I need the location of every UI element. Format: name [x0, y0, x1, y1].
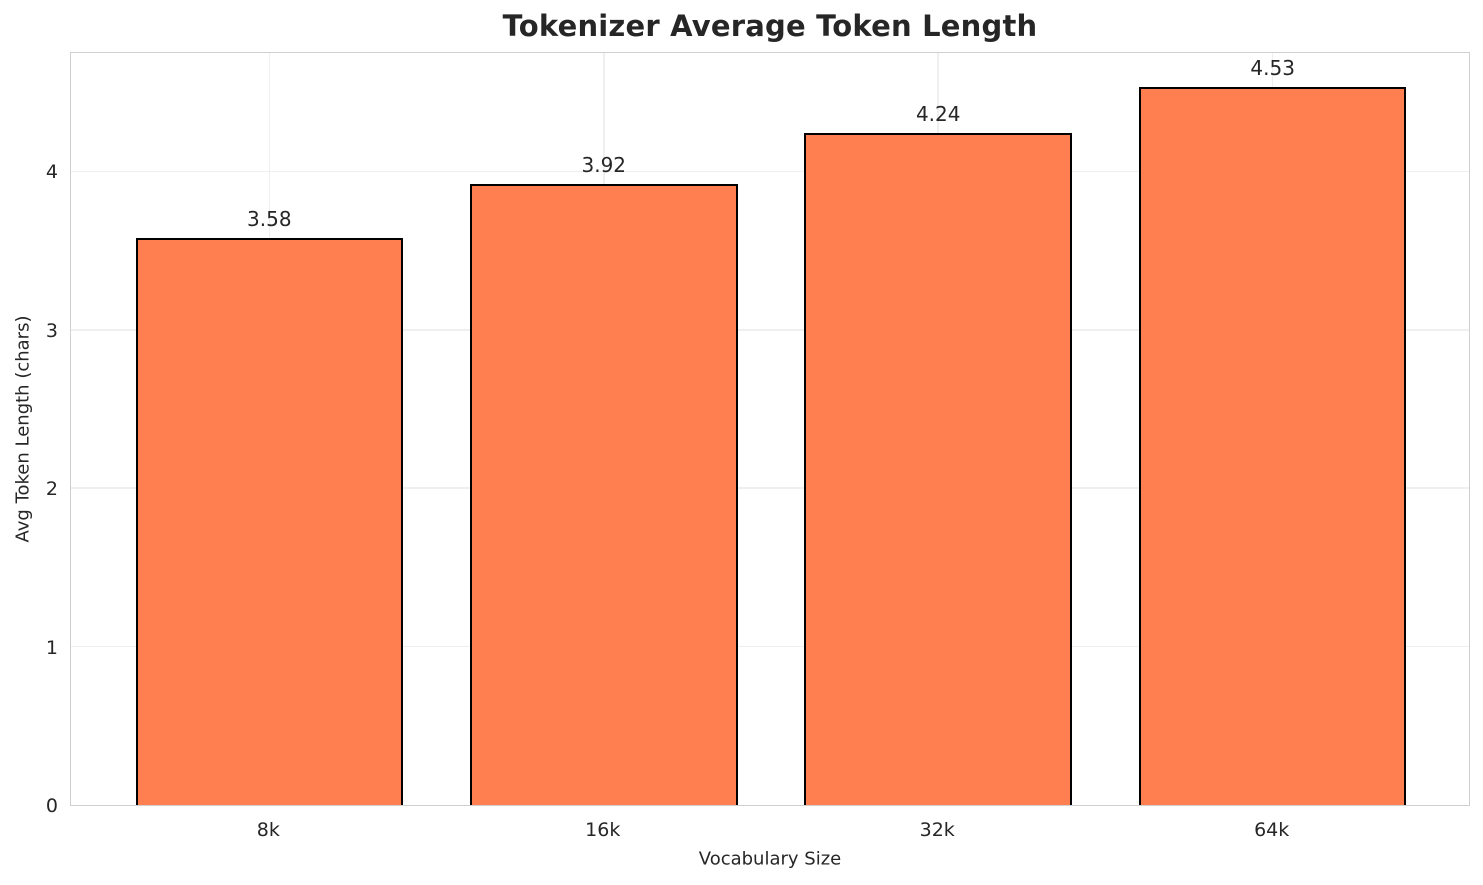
- x-tick-label-8k: 8k: [256, 819, 280, 841]
- gridline-y-1: [71, 645, 1469, 648]
- bar-value-label-64k: 4.53: [1250, 56, 1295, 81]
- bar-8k: [135, 237, 404, 805]
- y-tick-label-1: 1: [45, 636, 58, 659]
- y-tick-label-4: 4: [45, 161, 58, 184]
- bar-64k: [1138, 87, 1407, 805]
- y-axis-label: Avg Token Length (chars): [12, 315, 34, 543]
- bar-value-label-16k: 3.92: [581, 153, 627, 178]
- y-tick-label-0: 0: [45, 795, 58, 817]
- y-tick-label-3: 3: [45, 319, 58, 342]
- x-tick-label-16k: 16k: [585, 819, 621, 841]
- gridline-y-4: [71, 170, 1469, 173]
- bar-value-label-8k: 3.58: [247, 206, 292, 231]
- x-axis-label: Vocabulary Size: [698, 848, 842, 870]
- bar-value-label-32k: 4.24: [915, 102, 961, 127]
- y-tick-label-2: 2: [45, 478, 58, 501]
- x-tick-label-32k: 32k: [919, 819, 955, 841]
- plot-area: 3.58 3.92 4.24 4.53: [70, 52, 1470, 806]
- gridline-y-2: [71, 487, 1469, 489]
- bar-32k: [804, 133, 1072, 805]
- bar-16k: [469, 184, 738, 805]
- gridline-y-3: [71, 329, 1469, 331]
- x-tick-label-64k: 64k: [1254, 819, 1290, 841]
- chart-title: Tokenizer Average Token Length: [502, 9, 1038, 43]
